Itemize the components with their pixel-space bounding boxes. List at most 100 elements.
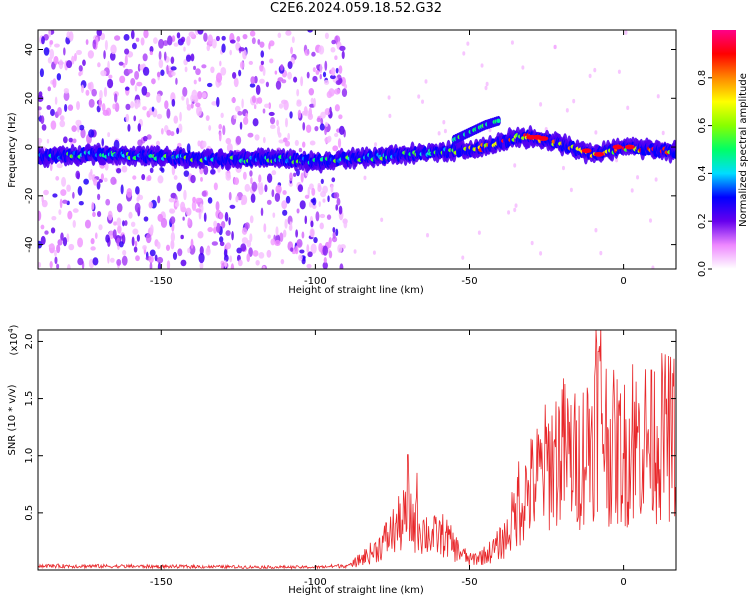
scatter-blob	[222, 125, 226, 136]
scatter-blob	[312, 197, 317, 206]
scatter-blob	[328, 239, 332, 249]
scatter-blob	[320, 178, 324, 184]
scatter-blob	[298, 254, 303, 261]
scatter-blob	[269, 116, 276, 125]
scatter-blob	[302, 256, 306, 262]
scatter-blob	[285, 30, 292, 36]
scatter-blob	[281, 200, 288, 210]
scatter-blob	[131, 236, 135, 247]
scatter-blob	[510, 40, 514, 45]
scatter-blob	[116, 168, 122, 174]
scatter-blob	[146, 134, 152, 140]
scatter-blob	[117, 225, 122, 234]
scatter-blob	[241, 227, 248, 235]
scatter-blob	[284, 140, 291, 147]
colorbar-label: Normalized spectral amplitude	[738, 73, 749, 227]
scatter-blob	[66, 60, 73, 69]
scatter-blob	[105, 198, 111, 206]
scatter-blob	[240, 200, 245, 206]
scatter-blob	[67, 104, 74, 111]
scatter-blob	[178, 123, 183, 134]
scatter-blob	[116, 258, 122, 266]
scatter-blob	[130, 221, 136, 228]
scatter-blob	[213, 182, 218, 191]
scatter-blob	[507, 210, 511, 215]
scatter-blob	[539, 102, 543, 107]
scatter-blob	[61, 176, 67, 187]
scatter-blob	[56, 244, 61, 254]
scatter-blob	[306, 263, 312, 269]
scatter-blob	[62, 236, 68, 247]
scatter-blob	[276, 119, 279, 127]
scatter-blob	[314, 126, 319, 132]
scatter-blob	[160, 127, 164, 135]
scatter-blob	[195, 208, 202, 213]
scatter-blob	[92, 39, 97, 50]
scatter-blob	[258, 252, 265, 259]
scatter-blob	[235, 135, 242, 145]
scatter-blob	[38, 110, 41, 117]
scatter-blob	[134, 102, 137, 108]
scatter-blob	[337, 138, 342, 148]
scatter-blob	[82, 59, 86, 66]
scatter-blob	[617, 69, 621, 75]
scatter-blob	[262, 265, 266, 269]
scatter-blob	[305, 124, 312, 134]
scatter-blob	[326, 214, 332, 220]
scatter-blob	[108, 74, 113, 79]
scatter-blob	[132, 42, 137, 50]
scatter-blob	[284, 218, 288, 229]
scatter-blob	[339, 125, 345, 135]
scatter-blob	[335, 80, 342, 86]
snr-x-tick-label: 0	[620, 577, 626, 588]
scatter-blob	[241, 237, 249, 244]
scatter-blob	[443, 128, 447, 134]
scatter-blob	[211, 101, 218, 106]
scatter-blob	[177, 248, 183, 257]
scatter-blob	[296, 88, 300, 97]
scatter-blob	[335, 228, 339, 237]
scatter-blob	[289, 172, 293, 182]
scatter-blob	[263, 223, 267, 233]
scatter-blob	[211, 241, 219, 246]
scatter-blob	[307, 30, 313, 33]
scatter-blob	[46, 138, 50, 144]
scatter-blob	[157, 175, 164, 184]
colorbar-tick-label: 0.6	[697, 118, 708, 134]
scatter-blob	[107, 132, 111, 138]
scatter-blob	[201, 64, 207, 69]
scatter-blob	[274, 192, 281, 202]
scatter-blob	[190, 238, 194, 249]
scatter-blob	[114, 93, 118, 103]
scatter-blob	[636, 175, 640, 180]
scatter-blob	[66, 184, 71, 192]
scatter-blob	[68, 243, 75, 251]
scatter-blob	[327, 195, 330, 203]
scatter-blob	[306, 71, 310, 79]
scatter-blob	[72, 191, 75, 199]
scatter-blob	[139, 64, 144, 71]
scatter-blob	[171, 35, 176, 42]
scatter-blob	[324, 127, 327, 136]
scatter-blob	[272, 212, 276, 218]
scatter-blob	[57, 239, 63, 246]
scatter-blob	[156, 93, 162, 104]
scatter-blob	[372, 250, 376, 255]
scatter-blob	[142, 66, 150, 76]
scatter-blob	[219, 212, 224, 220]
spectrogram-x-tick-label: 0	[620, 276, 626, 287]
scatter-blob	[265, 81, 269, 88]
scatter-blob	[304, 49, 310, 57]
scatter-blob	[183, 189, 187, 201]
scatter-blob	[237, 259, 243, 267]
scatter-blob	[417, 94, 421, 99]
scatter-blob	[91, 88, 97, 97]
snr-y-tick-label: 2.0	[24, 333, 35, 349]
scatter-blob	[363, 175, 367, 181]
scatter-blob	[285, 117, 288, 128]
scatter-blob	[331, 177, 336, 183]
scatter-blob	[71, 125, 77, 133]
scatter-blob	[171, 98, 176, 107]
scatter-blob	[187, 247, 191, 254]
scatter-blob	[316, 117, 321, 123]
